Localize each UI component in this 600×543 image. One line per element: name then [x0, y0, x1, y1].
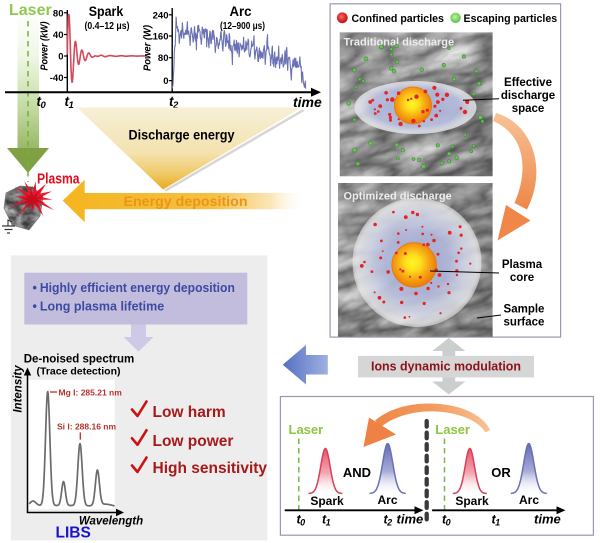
- svg-text:•Highly efficient energy depos: • Highly efficient energy deposition: [33, 281, 235, 295]
- svg-text:t0: t0: [297, 513, 306, 528]
- svg-text:Si I: 288.16 nm: Si I: 288.16 nm: [57, 422, 116, 432]
- svg-text:Sample: Sample: [504, 304, 545, 316]
- svg-text:High sensitivity: High sensitivity: [153, 460, 268, 477]
- svg-text:space: space: [512, 103, 545, 115]
- svg-text:80: 80: [158, 53, 169, 64]
- svg-text:Plasma: Plasma: [37, 171, 80, 188]
- svg-text:(12–900 μs): (12–900 μs): [220, 21, 265, 32]
- svg-text:160: 160: [153, 32, 169, 43]
- svg-text:40: 40: [53, 30, 64, 41]
- svg-text:0: 0: [163, 76, 168, 87]
- svg-text:t0: t0: [442, 513, 451, 528]
- svg-text:time: time: [397, 512, 424, 527]
- svg-text:Low power: Low power: [153, 433, 234, 450]
- svg-text:(0.4–12 μs): (0.4–12 μs): [85, 21, 130, 32]
- svg-text:Arc: Arc: [519, 493, 539, 507]
- svg-text:80: 80: [53, 8, 64, 19]
- svg-text:Optimized discharge: Optimized discharge: [344, 191, 452, 203]
- svg-text:t1: t1: [322, 513, 331, 528]
- svg-text:Laser: Laser: [289, 422, 324, 437]
- svg-text:Ions dynamic modulation: Ions dynamic modulation: [371, 359, 521, 374]
- svg-text:Spark: Spark: [310, 494, 344, 508]
- svg-text:t1: t1: [492, 513, 501, 528]
- svg-text:time: time: [293, 94, 322, 110]
- svg-text:Low harm: Low harm: [153, 404, 226, 421]
- svg-text:OR: OR: [491, 465, 511, 480]
- svg-text:Laser: Laser: [9, 2, 52, 19]
- svg-text:Effective: Effective: [504, 77, 552, 89]
- svg-text:core: core: [510, 272, 534, 284]
- svg-text:Plasma: Plasma: [502, 259, 543, 271]
- svg-text:(Trace detection): (Trace detection): [36, 366, 120, 378]
- svg-text:-40: -40: [50, 73, 64, 84]
- svg-text:Escaping particles: Escaping particles: [464, 13, 558, 25]
- svg-text:Confined particles: Confined particles: [352, 13, 445, 25]
- svg-text:Mg I: 285.21 nm: Mg I: 285.21 nm: [59, 388, 123, 398]
- svg-text:Energy deposition: Energy deposition: [124, 194, 248, 209]
- svg-text:•Long plasma lifetime: • Long plasma lifetime: [33, 300, 165, 314]
- svg-text:t2: t2: [169, 94, 179, 111]
- svg-text:Power (kW): Power (kW): [39, 21, 51, 70]
- svg-text:discharge: discharge: [501, 90, 555, 102]
- svg-text:t1: t1: [65, 94, 74, 111]
- svg-text:Wavelength: Wavelength: [79, 516, 143, 528]
- svg-text:surface: surface: [504, 317, 545, 329]
- svg-text:0: 0: [58, 52, 63, 63]
- svg-text:time: time: [534, 512, 561, 527]
- svg-text:Spark: Spark: [455, 494, 489, 508]
- svg-text:Arc: Arc: [377, 493, 397, 507]
- svg-text:Laser: Laser: [435, 422, 470, 437]
- svg-text:LIBS: LIBS: [56, 525, 91, 542]
- svg-text:Intensity: Intensity: [13, 365, 25, 413]
- svg-text:Power (W): Power (W): [142, 25, 154, 71]
- svg-text:Arc: Arc: [230, 3, 252, 19]
- svg-text:t0: t0: [37, 94, 47, 111]
- svg-text:Discharge energy: Discharge energy: [129, 127, 235, 143]
- svg-text:De-noised spectrum: De-noised spectrum: [24, 354, 135, 366]
- svg-text:AND: AND: [343, 465, 371, 480]
- svg-text:240: 240: [153, 10, 169, 21]
- svg-text:Spark: Spark: [89, 3, 124, 19]
- svg-text:t2: t2: [384, 513, 393, 528]
- svg-text:Traditional discharge: Traditional discharge: [344, 37, 455, 49]
